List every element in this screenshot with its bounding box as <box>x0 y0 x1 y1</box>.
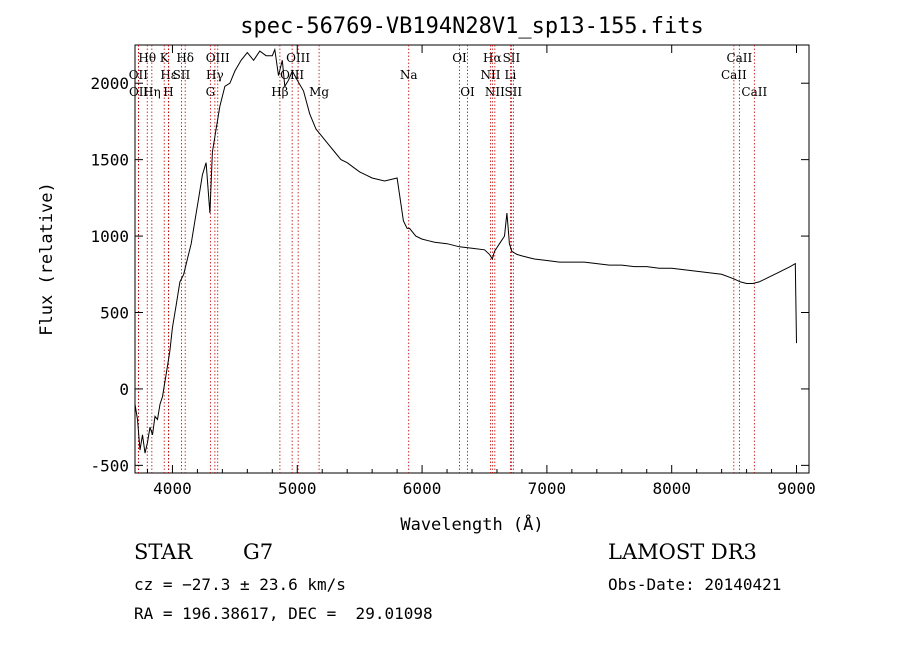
y-tick-label: -500 <box>90 456 129 475</box>
line-marker-label: SII <box>504 85 522 99</box>
line-marker-label: Hβ <box>271 85 288 99</box>
y-axis-label: Flux (relative) <box>37 182 57 336</box>
line-marker-label: NII <box>485 85 505 99</box>
y-tick-label: 500 <box>100 304 129 323</box>
line-marker-label: Hγ <box>206 68 224 82</box>
line-marker-label: SII <box>173 68 191 82</box>
y-tick-label: 1000 <box>90 227 129 246</box>
line-marker-label: OI <box>460 85 475 99</box>
plot-frame <box>134 44 810 474</box>
object-class: STAR <box>134 540 193 564</box>
x-tick-label: 5000 <box>278 479 317 498</box>
line-marker-label: OIII <box>286 51 310 65</box>
object-subclass: G7 <box>243 540 274 564</box>
line-marker-label: OII <box>129 68 149 82</box>
line-marker-label: H <box>163 85 173 99</box>
line-marker-label: CaII <box>721 68 747 82</box>
line-marker-label: Mg <box>309 85 329 99</box>
line-marker-label: CaII <box>726 51 752 65</box>
x-tick-label: 8000 <box>652 479 691 498</box>
line-marker-label: Na <box>400 68 418 82</box>
coordinates-text: RA = 196.38617, DEC = 29.01098 <box>134 604 433 623</box>
line-marker-label: OI <box>452 51 467 65</box>
line-marker-label: K <box>160 51 170 65</box>
line-marker-label: Li <box>505 68 517 82</box>
x-tick-label: 4000 <box>153 479 192 498</box>
x-tick-label: 6000 <box>403 479 442 498</box>
line-marker-label: CaII <box>741 85 767 99</box>
x-axis-label: Wavelength (Å) <box>400 513 543 535</box>
line-marker-label: Hα <box>483 51 502 65</box>
line-marker-label: G <box>206 85 216 99</box>
survey-label: LAMOST DR3 <box>608 540 757 564</box>
x-tick-label: 9000 <box>777 479 816 498</box>
line-marker-label: Hδ <box>176 51 194 65</box>
obs-date-text: Obs-Date: 20140421 <box>608 575 782 594</box>
x-tick-label: 7000 <box>528 479 567 498</box>
line-marker-label: OIII <box>206 51 230 65</box>
y-tick-label: 2000 <box>90 74 129 93</box>
chart-title: spec-56769-VB194N28V1_sp13-155.fits <box>240 14 704 39</box>
line-marker-label: Hε <box>160 68 177 82</box>
spectrum-line <box>134 47 797 454</box>
axis-ticks: 4000 5000 6000 7000 8000 9000 -500 0 500 1000 1500… <box>90 45 816 498</box>
line-marker-label: OIII <box>280 68 304 82</box>
redshift-text: cz = −27.3 ± 23.6 km/s <box>134 575 346 594</box>
line-marker-label: SII <box>503 51 521 65</box>
line-marker-label: OII <box>129 85 149 99</box>
line-marker-label: Hη <box>143 85 161 99</box>
y-tick-label: 1500 <box>90 151 129 170</box>
y-tick-label: 0 <box>119 380 129 399</box>
line-marker-label: NII <box>480 68 500 82</box>
line-marker-label: Hθ <box>138 51 156 65</box>
